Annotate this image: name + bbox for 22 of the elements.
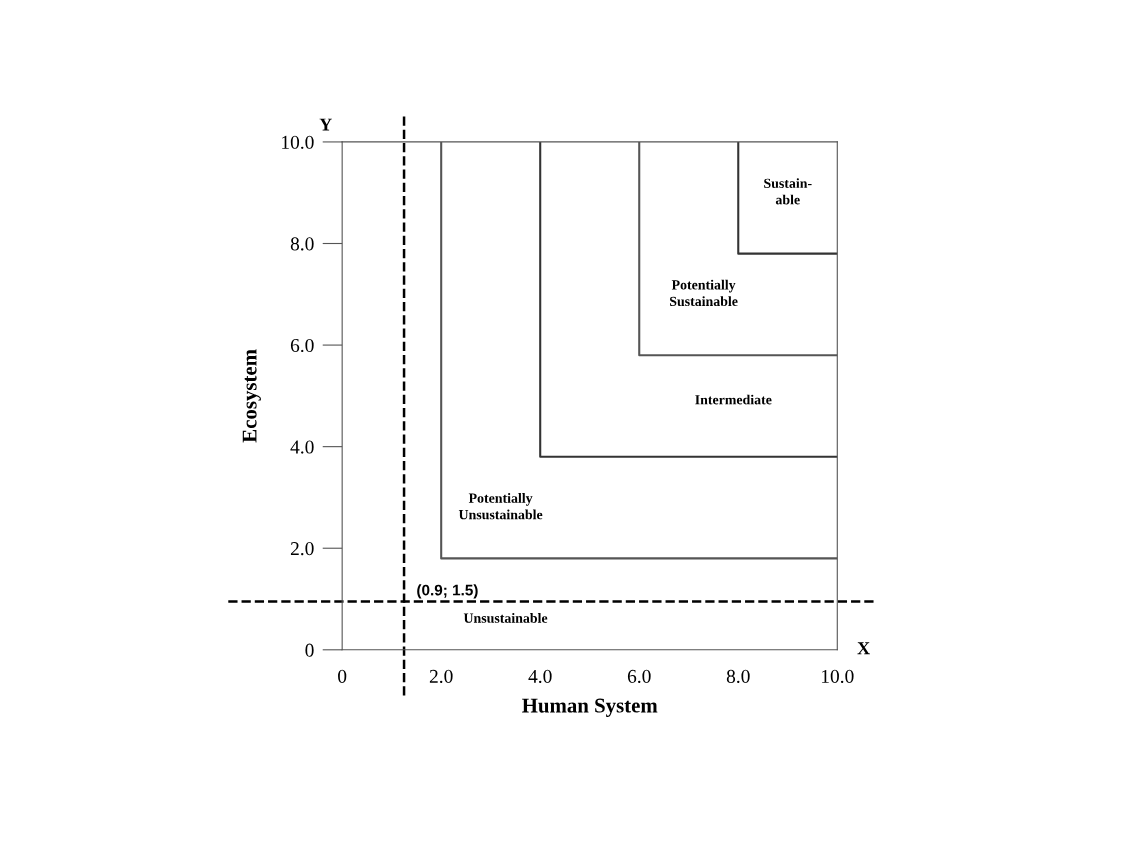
x-tick-label: 6.0 (627, 669, 651, 684)
y-tick-label: 0 (305, 643, 314, 657)
text: Y (319, 118, 332, 131)
y-tick-label: 2.0 (290, 542, 314, 556)
annotation: Unsustainable (463, 613, 548, 623)
y-tick-label: 6.0 (290, 338, 314, 353)
annotation: Intermediate (695, 394, 772, 405)
x-tick-label: 10.0 (821, 669, 854, 684)
x-tick-label: 4.0 (528, 669, 552, 684)
x-tick-label: 2.0 (429, 669, 453, 684)
y-tick-label: 4.0 (290, 440, 314, 454)
x-tick-label: 8.0 (726, 669, 750, 684)
annotation: (0.9; 1.5) (417, 584, 478, 599)
text: X (857, 642, 870, 655)
x-tick-label: 0 (338, 669, 347, 683)
y-tick-label: 8.0 (290, 237, 314, 251)
annotation: Sustain- able (764, 178, 812, 205)
y-tick-label: 10.0 (282, 135, 314, 149)
y-axis-title: Ecosystem (242, 349, 261, 443)
x-axis-title: Human System (522, 698, 658, 717)
annotation: Potentially Sustainable (670, 279, 738, 307)
annotation: Potentially Unsustainable (458, 493, 543, 520)
